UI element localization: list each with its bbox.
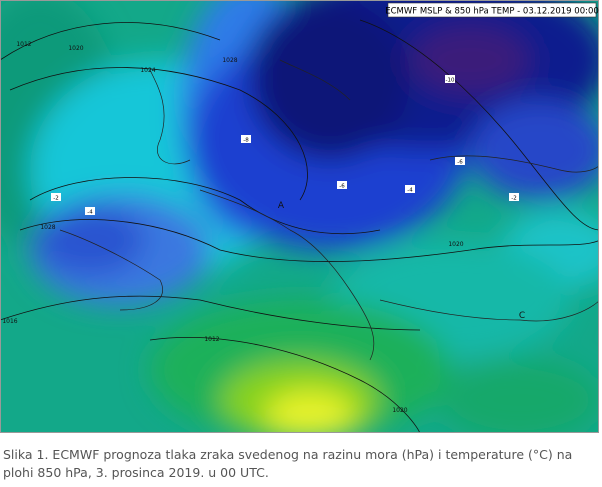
- map-border: [0, 0, 599, 433]
- isobar-label: 1012: [16, 41, 31, 48]
- isobar-label: 1024: [140, 67, 155, 74]
- temperature-label: -2: [53, 196, 58, 202]
- pressure-center: A: [278, 201, 285, 211]
- isobar-label: 1016: [2, 318, 17, 325]
- temperature-label: -4: [87, 210, 93, 216]
- temperature-label: -6: [457, 160, 463, 166]
- temperature-label: -8: [243, 138, 249, 144]
- temperature-label: -10: [446, 78, 455, 84]
- weather-map: 1012 1020 1024 1028 1016 1012 1020 1020 1028 A C -2…: [0, 0, 599, 433]
- isobar-label: 1028: [40, 224, 55, 231]
- temperature-label: -4: [407, 188, 413, 194]
- temperature-label-box: [337, 181, 347, 189]
- isobar-label: 1012: [204, 336, 219, 343]
- temperature-label-box: [241, 135, 251, 143]
- header-label: ECMWF MSLP & 850 hPa TEMP - 03.12.2019 0…: [385, 7, 599, 17]
- isobar-label: 1020: [448, 241, 463, 248]
- temperature-label-box: [445, 75, 455, 83]
- caption: Slika 1. ECMWF prognoza tlaka zraka sved…: [3, 446, 599, 482]
- temperature-label-box: [85, 207, 95, 215]
- temperature-label-box: [405, 185, 415, 193]
- header-box: [387, 2, 597, 18]
- temperature-field: 1012 1020 1024 1028 1016 1012 1020 1020 1028 A C -2…: [1, 1, 598, 432]
- temperature-label-box: [51, 193, 61, 201]
- isobar-label: 1028: [222, 57, 237, 64]
- isobars: [1, 19, 598, 432]
- caption-line: plohi 850 hPa, 3. prosinca 2019. u 00 UT…: [3, 465, 269, 480]
- caption-line: Slika 1. ECMWF prognoza tlaka zraka sved…: [3, 447, 573, 462]
- temperature-label: -2: [511, 196, 516, 202]
- coastlines: [59, 59, 598, 361]
- isobar-label: 1020: [68, 45, 83, 52]
- temperature-label-box: [509, 193, 519, 201]
- temperature-label: -6: [339, 184, 345, 190]
- pressure-center: C: [519, 311, 525, 321]
- isobar-label: 1020: [392, 407, 407, 414]
- temperature-label-box: [455, 157, 465, 165]
